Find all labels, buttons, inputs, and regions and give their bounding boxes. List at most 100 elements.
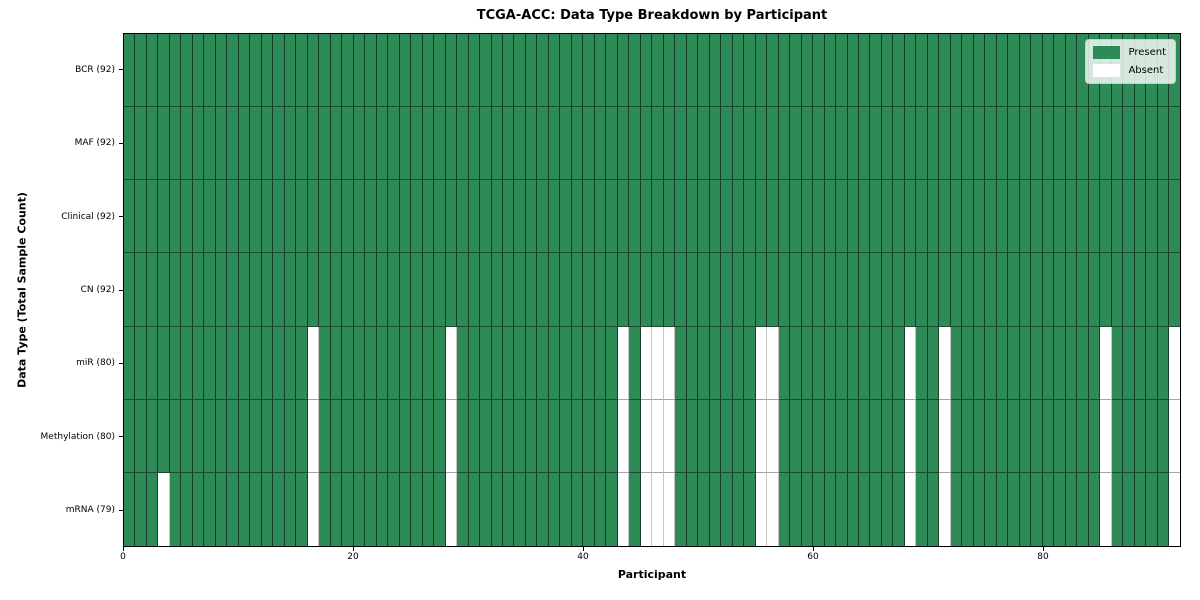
heatmap-cell bbox=[411, 326, 423, 400]
heatmap-cell bbox=[571, 399, 584, 473]
heatmap-cell bbox=[1077, 180, 1089, 254]
heatmap-cell bbox=[445, 34, 458, 108]
heatmap-cell bbox=[1134, 326, 1147, 400]
heatmap-cell bbox=[927, 253, 940, 327]
heatmap-cell bbox=[560, 399, 572, 473]
heatmap-cell bbox=[973, 326, 986, 400]
heatmap-cell bbox=[491, 253, 503, 327]
heatmap-cell bbox=[445, 253, 458, 327]
heatmap-cell bbox=[307, 34, 320, 108]
heatmap-cell bbox=[261, 472, 274, 546]
heatmap-cell bbox=[353, 472, 366, 546]
heatmap-cell bbox=[422, 34, 435, 108]
y-tick-mark bbox=[119, 436, 123, 438]
heatmap-cell bbox=[1146, 399, 1158, 473]
heatmap-cell bbox=[996, 180, 1009, 254]
heatmap-cell bbox=[411, 472, 423, 546]
heatmap-cell bbox=[227, 34, 239, 108]
heatmap-cell bbox=[1008, 399, 1020, 473]
heatmap-cell bbox=[319, 399, 331, 473]
heatmap-cell bbox=[491, 399, 503, 473]
heatmap-cell bbox=[548, 180, 561, 254]
heatmap-cell bbox=[962, 34, 974, 108]
heatmap-cell bbox=[721, 472, 733, 546]
legend: Present Absent bbox=[1085, 39, 1176, 84]
heatmap-cell bbox=[1008, 253, 1020, 327]
heatmap-cell bbox=[284, 253, 297, 327]
heatmap-cell bbox=[192, 399, 205, 473]
heatmap-cell bbox=[342, 107, 354, 181]
heatmap-cell bbox=[881, 326, 894, 400]
heatmap-cell bbox=[273, 180, 285, 254]
heatmap-cell bbox=[434, 180, 446, 254]
heatmap-cell bbox=[1054, 399, 1066, 473]
heatmap-cell bbox=[1077, 253, 1089, 327]
heatmap-cell bbox=[1111, 180, 1124, 254]
heatmap-cell bbox=[859, 253, 871, 327]
heatmap-cell bbox=[422, 107, 435, 181]
heatmap-cell bbox=[640, 107, 653, 181]
heatmap-cell bbox=[698, 326, 710, 400]
heatmap-cell bbox=[927, 107, 940, 181]
heatmap-cell bbox=[904, 107, 917, 181]
heatmap-cell bbox=[284, 326, 297, 400]
heatmap-cell bbox=[445, 326, 458, 400]
heatmap-cell bbox=[548, 399, 561, 473]
heatmap-cell bbox=[732, 472, 745, 546]
heatmap-cell bbox=[1134, 180, 1147, 254]
heatmap-cell bbox=[1054, 107, 1066, 181]
heatmap-cell bbox=[525, 180, 538, 254]
heatmap-cell bbox=[732, 399, 745, 473]
heatmap-cell bbox=[640, 253, 653, 327]
heatmap-cell bbox=[583, 34, 595, 108]
heatmap-cell bbox=[1054, 253, 1066, 327]
y-tick-mark bbox=[119, 289, 123, 291]
heatmap-cell bbox=[1077, 472, 1089, 546]
y-tick-label: CN (92) bbox=[80, 285, 115, 295]
heatmap-cell bbox=[996, 326, 1009, 400]
heatmap-cell bbox=[870, 472, 882, 546]
heatmap-cell bbox=[950, 180, 963, 254]
heatmap-cell bbox=[1111, 326, 1124, 400]
heatmap-cell bbox=[158, 34, 170, 108]
heatmap-cell bbox=[1123, 326, 1135, 400]
heatmap-cell bbox=[893, 180, 905, 254]
heatmap-cell bbox=[514, 107, 526, 181]
heatmap-cell bbox=[1134, 399, 1147, 473]
heatmap-cell bbox=[617, 107, 630, 181]
heatmap-cell bbox=[916, 107, 928, 181]
heatmap-cell bbox=[663, 472, 676, 546]
heatmap-cell bbox=[399, 107, 412, 181]
heatmap-cell bbox=[1019, 107, 1032, 181]
heatmap-cell bbox=[686, 180, 699, 254]
heatmap-cell bbox=[537, 180, 549, 254]
heatmap-cell bbox=[675, 107, 687, 181]
heatmap-cell bbox=[261, 399, 274, 473]
heatmap-cell bbox=[778, 399, 791, 473]
heatmap-cell bbox=[1031, 472, 1043, 546]
heatmap-cell bbox=[744, 472, 756, 546]
heatmap-cell bbox=[801, 472, 814, 546]
heatmap-cell bbox=[399, 326, 412, 400]
heatmap-cell bbox=[606, 34, 618, 108]
heatmap-cell bbox=[985, 253, 997, 327]
heatmap-cell bbox=[227, 472, 239, 546]
heatmap-cell bbox=[709, 326, 722, 400]
heatmap-cell bbox=[204, 399, 216, 473]
heatmap-cell bbox=[388, 34, 400, 108]
heatmap-cell bbox=[985, 180, 997, 254]
heatmap-cell bbox=[307, 180, 320, 254]
y-tick-label: MAF (92) bbox=[74, 138, 115, 149]
heatmap-cell bbox=[640, 34, 653, 108]
heatmap-cell bbox=[169, 326, 182, 400]
heatmap-cell bbox=[1100, 180, 1112, 254]
heatmap-cell bbox=[365, 326, 377, 400]
heatmap-cell bbox=[1065, 34, 1078, 108]
heatmap-cell bbox=[778, 253, 791, 327]
heatmap-cell bbox=[353, 399, 366, 473]
heatmap-cell bbox=[962, 253, 974, 327]
heatmap-cell bbox=[1134, 472, 1147, 546]
heatmap-cell bbox=[296, 180, 308, 254]
heatmap-cell bbox=[434, 107, 446, 181]
heatmap-cell bbox=[583, 253, 595, 327]
